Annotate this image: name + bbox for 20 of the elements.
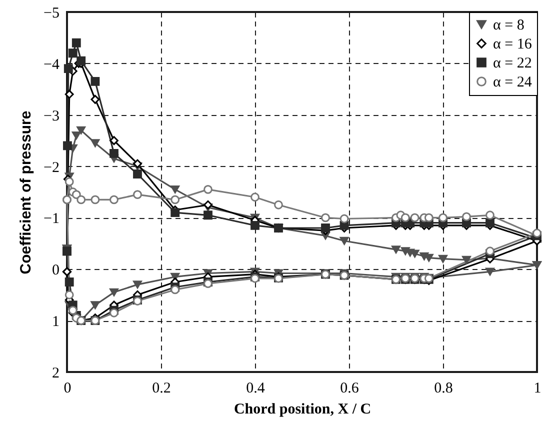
y-tick-label: 0 [52,262,60,279]
y-tick-label: −4 [44,56,60,73]
y-tick-label: −5 [44,6,60,22]
legend-label: α = 24 [493,74,532,90]
y-tick-label: 1 [52,314,60,330]
x-tick-label: 0.8 [434,380,453,396]
x-tick-label: 0.6 [340,380,360,396]
y-tick-label: −3 [44,108,60,124]
legend-label: α = 22 [493,56,532,72]
y-tick-label: −1 [44,211,60,228]
y-axis-title: Coefficient of pressure [18,110,35,274]
y-tick-label: 2 [52,366,60,382]
x-tick-label: 0.2 [152,380,171,396]
x-tick-label: 1 [534,380,542,396]
legend-label: α = 16 [493,36,532,52]
x-tick-label: 0 [64,380,72,396]
x-tick-label: 0.4 [246,380,266,396]
legend-label: α = 8 [493,18,524,34]
x-axis-title: Chord position, X / C [234,402,372,418]
y-tick-label: −2 [44,160,60,176]
